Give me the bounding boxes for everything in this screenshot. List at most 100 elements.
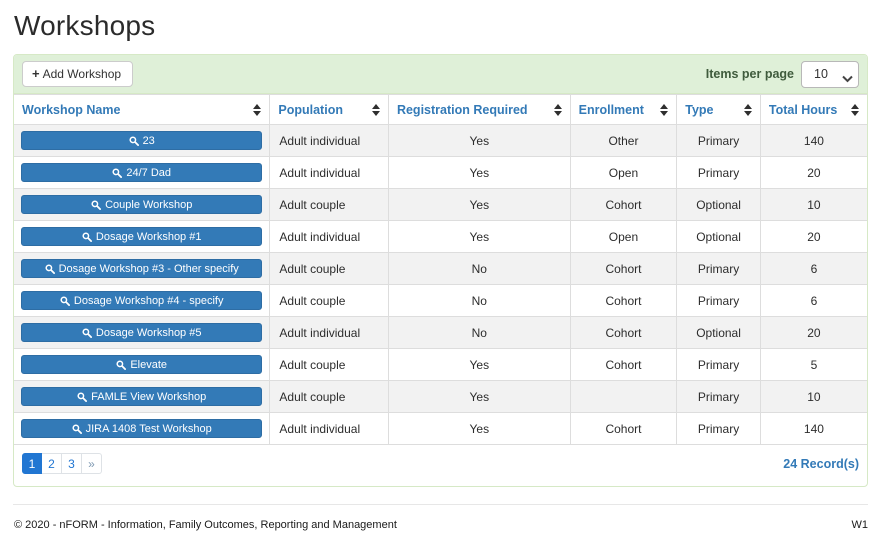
workshops-tbody: 23 Adult individual Yes Other Primary 14…: [14, 124, 867, 445]
workshop-open-button[interactable]: JIRA 1408 Test Workshop: [21, 419, 263, 438]
record-count: 24 Record(s): [783, 456, 859, 471]
workshop-open-button[interactable]: Elevate: [21, 355, 263, 374]
workshop-name-cell: Dosage Workshop #5: [14, 316, 271, 349]
page-button-1[interactable]: 1: [22, 453, 42, 474]
workshop-open-button[interactable]: Dosage Workshop #5: [21, 323, 263, 342]
workshop-name-cell: 24/7 Dad: [14, 156, 271, 189]
table-row: Dosage Workshop #5 Adult individual No C…: [14, 316, 867, 349]
workshop-open-button[interactable]: Dosage Workshop #4 - specify: [21, 291, 263, 310]
registration-required-cell: Yes: [387, 380, 571, 413]
footer-divider: [13, 504, 868, 505]
workshop-name-label: FAMLE View Workshop: [91, 390, 207, 403]
table-footer: 1 2 3 » 24 Record(s): [14, 445, 867, 486]
workshop-name-label: Elevate: [130, 358, 168, 371]
table-toolbar: + Add Workshop Items per page 10: [14, 55, 867, 94]
column-label: Enrollment: [578, 102, 644, 117]
population-cell: Adult individual: [269, 156, 389, 189]
enrollment-cell: Cohort: [569, 284, 678, 317]
workshop-name-label: JIRA 1408 Test Workshop: [85, 422, 212, 435]
workshop-open-button[interactable]: Couple Workshop: [21, 195, 263, 214]
population-cell: Adult couple: [269, 348, 389, 381]
registration-required-cell: Yes: [387, 412, 571, 445]
workshop-name-label: Dosage Workshop #4 - specify: [73, 294, 224, 307]
type-cell: Primary: [676, 380, 761, 413]
items-per-page-control: Items per page 10: [706, 60, 859, 88]
column-header-registration-required[interactable]: Registration Required: [387, 94, 571, 125]
workshop-name-cell: Couple Workshop: [14, 188, 271, 221]
magnifier-icon: [45, 263, 55, 274]
workshop-open-button[interactable]: 23: [21, 131, 263, 150]
workshop-name-cell: Dosage Workshop #3 - Other specify: [14, 252, 271, 285]
column-header-total-hours[interactable]: Total Hours: [759, 94, 867, 125]
magnifier-icon: [82, 327, 92, 338]
registration-required-cell: No: [387, 284, 571, 317]
magnifier-icon: [128, 135, 139, 146]
workshops-table: Workshop Name Population Registration Re…: [14, 94, 867, 445]
table-row: JIRA 1408 Test Workshop Adult individual…: [14, 412, 867, 445]
page-button-2[interactable]: 2: [42, 453, 62, 474]
page-button-3[interactable]: 3: [62, 453, 82, 474]
population-cell: Adult individual: [269, 124, 389, 157]
registration-required-cell: No: [387, 316, 571, 349]
table-header-row: Workshop Name Population Registration Re…: [14, 94, 867, 125]
pagination: 1 2 3 »: [22, 453, 102, 474]
column-header-workshop-name[interactable]: Workshop Name: [14, 94, 271, 125]
total-hours-cell: 6: [759, 284, 867, 317]
workshops-panel: + Add Workshop Items per page 10: [13, 54, 868, 487]
sort-icon: [660, 103, 669, 116]
column-label: Registration Required: [396, 102, 528, 117]
page-title: Workshops: [14, 10, 156, 41]
column-header-enrollment[interactable]: Enrollment: [569, 94, 678, 125]
workshop-name-cell: Elevate: [14, 348, 271, 381]
type-cell: Optional: [676, 220, 761, 253]
sort-icon: [851, 103, 859, 116]
column-header-type[interactable]: Type: [676, 94, 761, 125]
type-cell: Optional: [676, 316, 761, 349]
items-per-page-select[interactable]: 10: [801, 60, 859, 88]
add-workshop-button[interactable]: + Add Workshop: [22, 61, 134, 87]
population-cell: Adult individual: [269, 412, 389, 445]
population-cell: Adult couple: [269, 284, 389, 317]
type-cell: Optional: [676, 188, 761, 221]
table-row: Dosage Workshop #1 Adult individual Yes …: [14, 220, 867, 253]
total-hours-cell: 5: [759, 348, 867, 381]
column-header-population[interactable]: Population: [269, 94, 389, 125]
total-hours-cell: 10: [759, 188, 867, 221]
sort-icon: [743, 103, 752, 116]
registration-required-cell: Yes: [387, 188, 571, 221]
column-label: Total Hours: [768, 102, 838, 117]
type-cell: Primary: [676, 284, 761, 317]
magnifier-icon: [60, 295, 70, 306]
workshop-name-cell: Dosage Workshop #4 - specify: [14, 284, 271, 317]
total-hours-cell: 20: [759, 220, 867, 253]
registration-required-cell: Yes: [387, 348, 571, 381]
enrollment-cell: Cohort: [569, 252, 678, 285]
version-label: W1: [851, 519, 869, 531]
magnifier-icon: [91, 199, 102, 210]
table-row: 23 Adult individual Yes Other Primary 14…: [14, 124, 867, 157]
column-label: Population: [278, 102, 343, 117]
workshop-open-button[interactable]: FAMLE View Workshop: [21, 387, 263, 406]
sort-icon: [371, 103, 380, 116]
workshop-name-cell: Dosage Workshop #1: [14, 220, 271, 253]
column-label: Type: [685, 102, 714, 117]
total-hours-cell: 10: [759, 380, 867, 413]
workshop-name-label: 23: [142, 134, 155, 147]
workshop-open-button[interactable]: 24/7 Dad: [21, 163, 263, 182]
site-footer: © 2020 - nFORM - Information, Family Out…: [13, 505, 868, 531]
type-cell: Primary: [676, 156, 761, 189]
total-hours-cell: 20: [759, 156, 867, 189]
total-hours-cell: 140: [759, 124, 867, 157]
magnifier-icon: [116, 359, 127, 370]
workshop-name-cell: JIRA 1408 Test Workshop: [14, 412, 271, 445]
workshop-open-button[interactable]: Dosage Workshop #1: [21, 227, 263, 246]
registration-required-cell: Yes: [387, 220, 571, 253]
copyright-text: © 2020 - nFORM - Information, Family Out…: [14, 519, 397, 531]
type-cell: Primary: [676, 124, 761, 157]
table-row: Couple Workshop Adult couple Yes Cohort …: [14, 188, 867, 221]
population-cell: Adult couple: [269, 380, 389, 413]
workshop-name-label: Couple Workshop: [105, 198, 193, 211]
workshop-open-button[interactable]: Dosage Workshop #3 - Other specify: [21, 259, 263, 278]
workshop-name-cell: 23: [14, 124, 271, 157]
next-page-button[interactable]: »: [82, 453, 102, 474]
